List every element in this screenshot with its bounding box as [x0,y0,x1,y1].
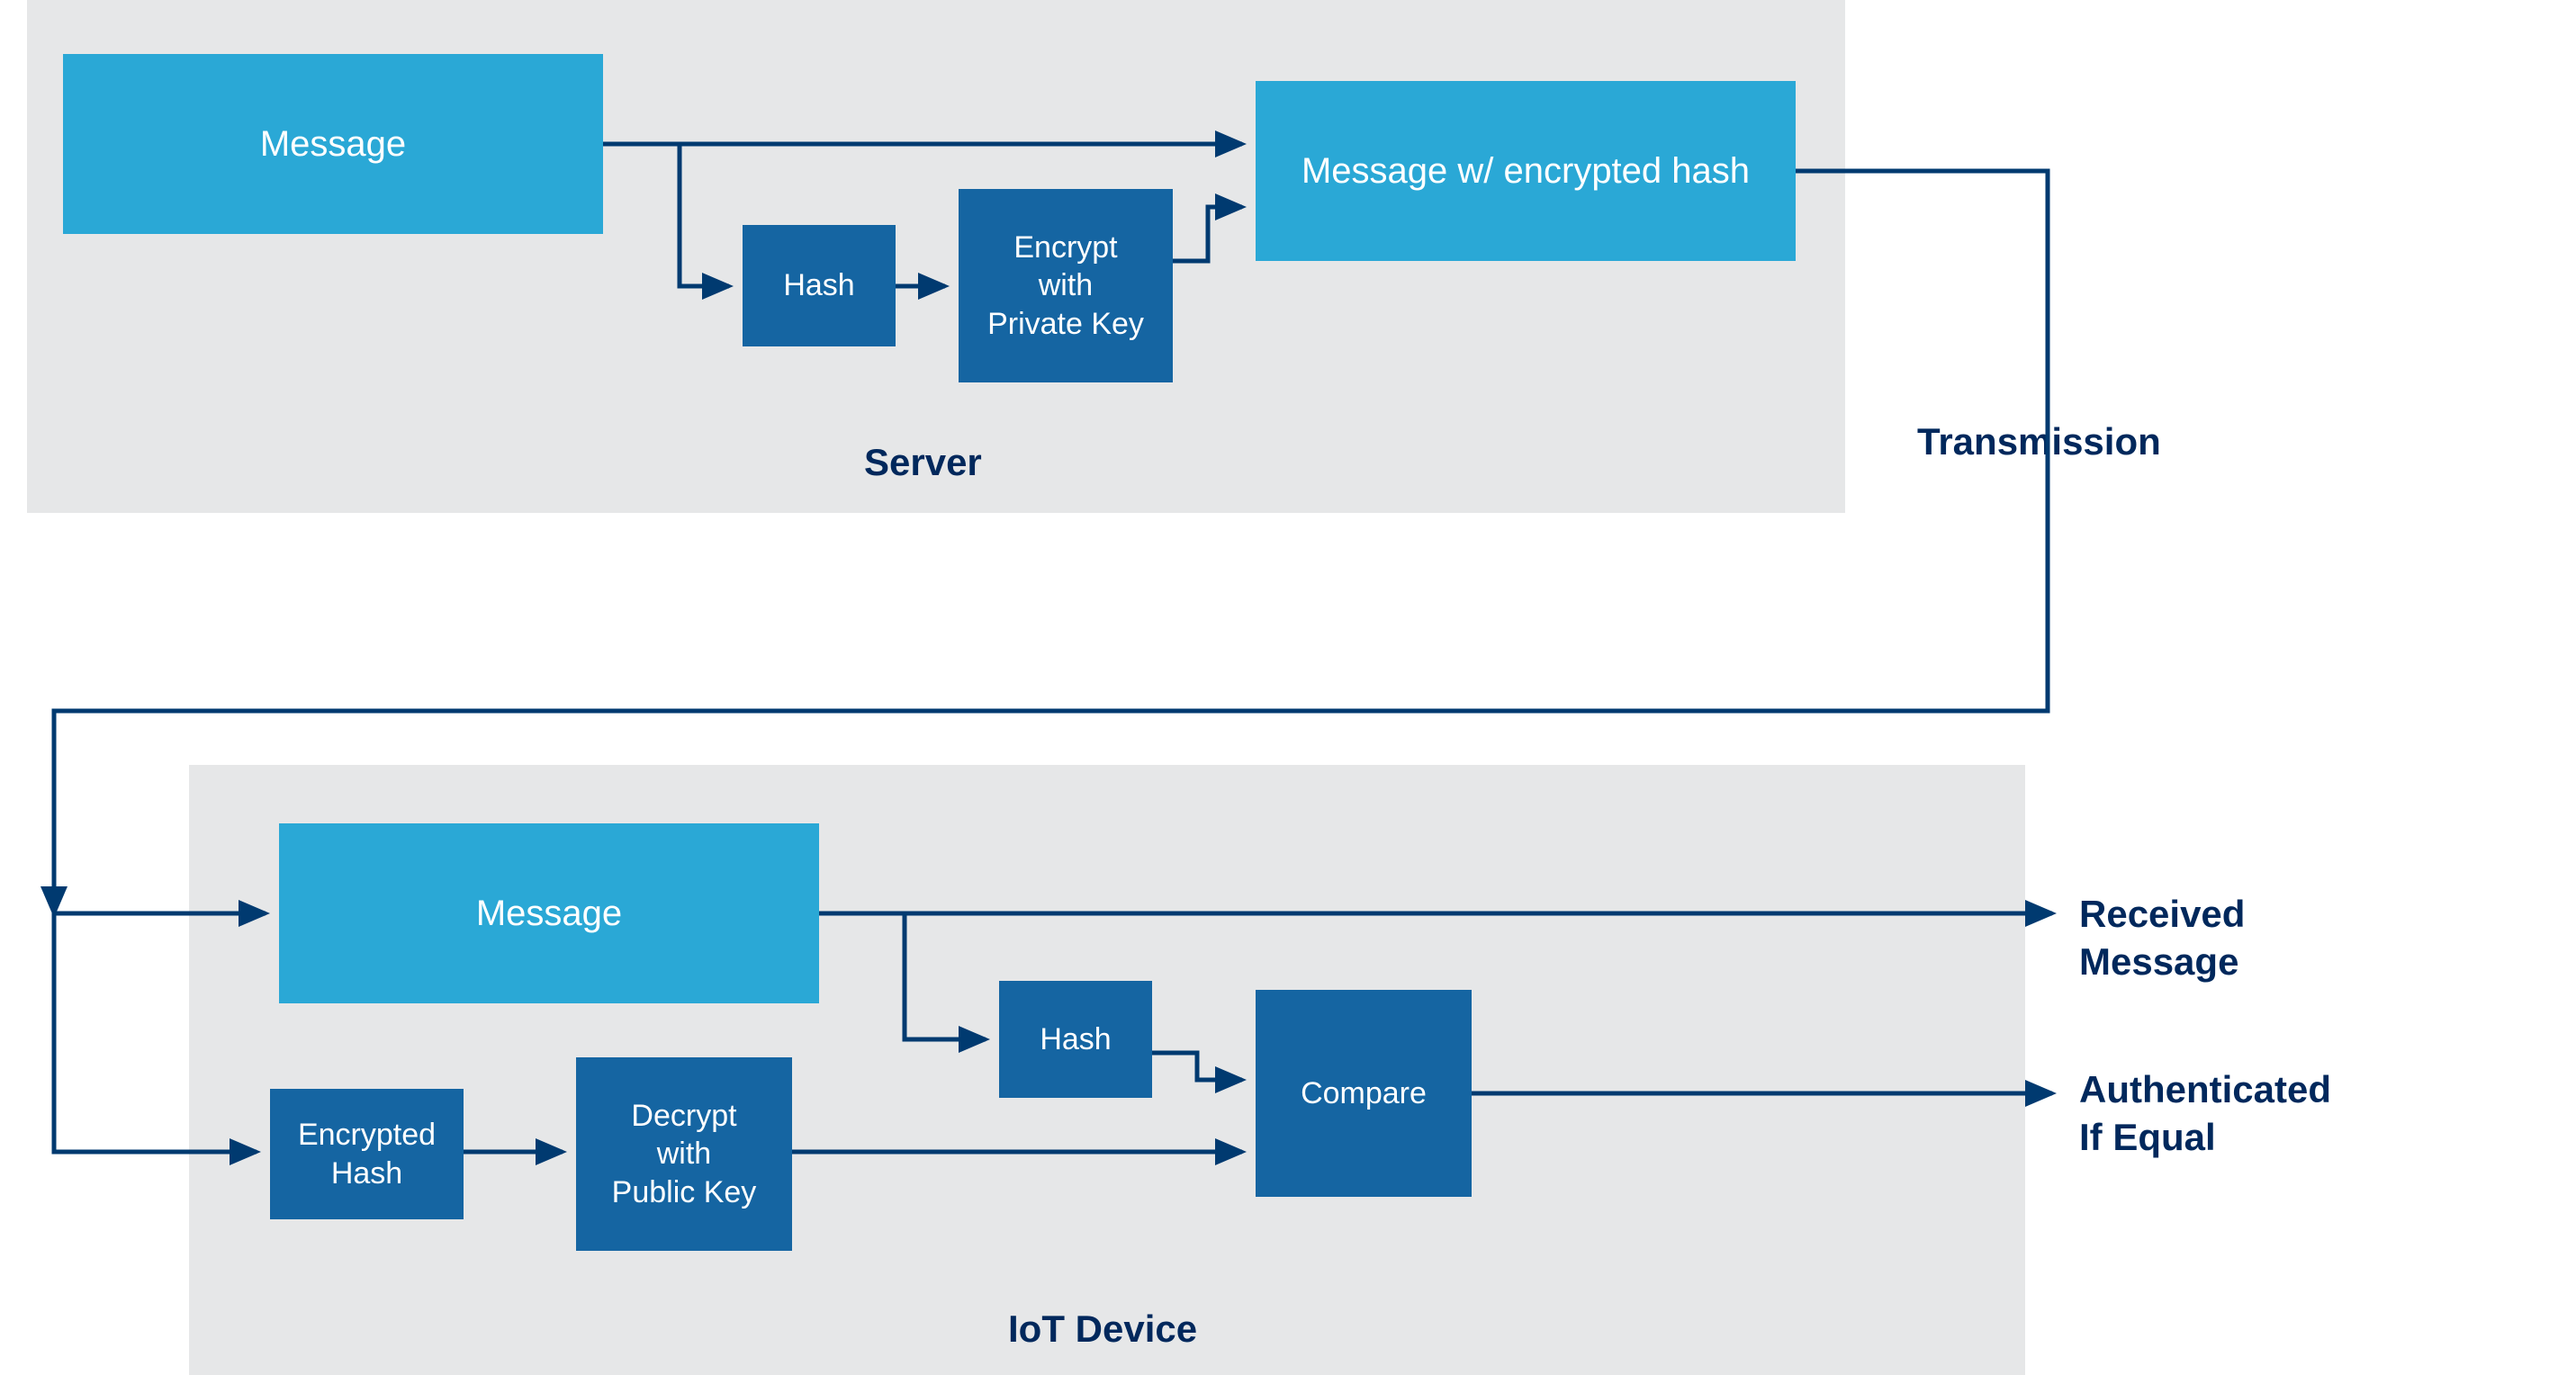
box-compare: Compare [1256,990,1472,1197]
box-enc-hash: Encrypted Hash [270,1089,464,1219]
server-title: Server [864,441,982,484]
box-msg-server: Message [63,54,603,234]
box-hash-server: Hash [743,225,896,346]
box-encrypt: Encrypt with Private Key [959,189,1173,382]
box-msg-device: Message [279,823,819,1003]
received-label: Received Message [2079,891,2245,985]
box-decrypt: Decrypt with Public Key [576,1057,792,1251]
box-msg-enc-hash: Message w/ encrypted hash [1256,81,1796,261]
device-title: IoT Device [1008,1308,1197,1351]
transmission-label: Transmission [1917,418,2161,466]
authenticated-label: Authenticated If Equal [2079,1066,2331,1161]
box-hash-device: Hash [999,981,1152,1098]
